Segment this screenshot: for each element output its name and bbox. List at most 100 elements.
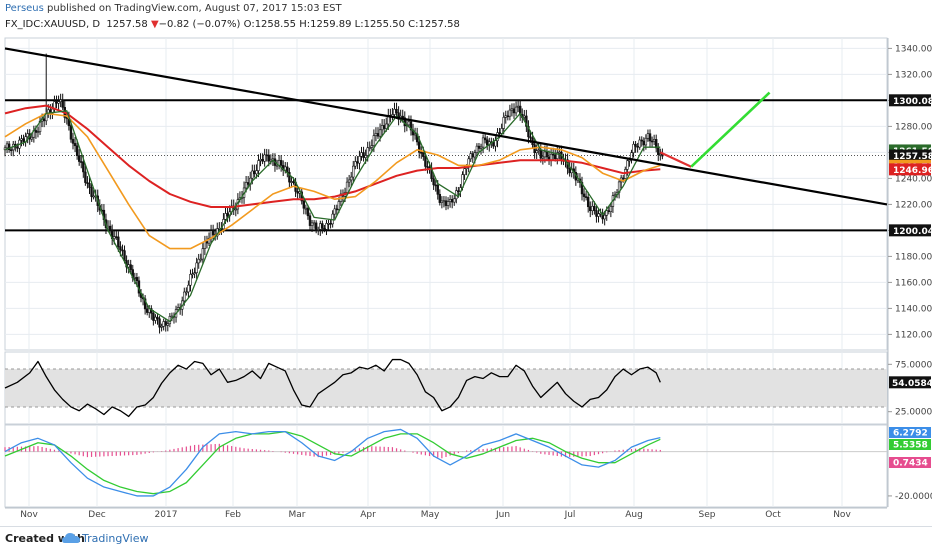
candle-body bbox=[376, 133, 380, 137]
candle-body bbox=[413, 133, 417, 136]
candle-body bbox=[57, 101, 60, 104]
candle-body bbox=[436, 184, 439, 195]
descending-trendline bbox=[4, 47, 888, 206]
candle-body bbox=[508, 109, 512, 117]
candle-body bbox=[253, 170, 256, 175]
candle-body bbox=[638, 139, 641, 148]
candle-body bbox=[607, 210, 610, 212]
y-tick-label: 1340.00 bbox=[895, 44, 932, 54]
x-tick-label: Jun bbox=[495, 510, 510, 520]
candle-body bbox=[290, 181, 293, 183]
candle-body bbox=[207, 238, 211, 244]
candle-body bbox=[34, 130, 38, 133]
candle-body bbox=[471, 153, 474, 158]
candle-body bbox=[127, 264, 130, 268]
candle-body bbox=[296, 191, 299, 194]
candle-body bbox=[117, 236, 120, 247]
macd-label-box bbox=[889, 439, 931, 450]
candle-body bbox=[135, 277, 139, 282]
x-tick-label: Aug bbox=[625, 510, 643, 520]
candle-body bbox=[197, 258, 200, 264]
candle-body bbox=[263, 154, 266, 162]
x-tick-label: 2017 bbox=[155, 510, 178, 520]
tradingview-cloud-icon[interactable] bbox=[62, 531, 80, 545]
candle-body bbox=[331, 213, 334, 225]
candle-body bbox=[469, 153, 472, 160]
candle-body bbox=[360, 152, 363, 157]
candle-body bbox=[589, 206, 592, 212]
candle-body bbox=[584, 196, 588, 198]
candle-body bbox=[84, 171, 87, 183]
y-tick-label: 1140.00 bbox=[895, 304, 932, 314]
trading-chart[interactable]: Nov Dec 2017 Feb Mar Apr May Jun Jul Aug Sep Oct Nov… bbox=[0, 0, 932, 526]
candle-body bbox=[199, 258, 202, 261]
candle-body bbox=[265, 154, 268, 157]
x-tick-label: May bbox=[421, 510, 440, 520]
candle-body bbox=[593, 205, 596, 211]
price-label-text: 1300.08 bbox=[893, 97, 932, 107]
x-tick-label: Oct bbox=[765, 510, 781, 520]
candle-body bbox=[251, 170, 254, 179]
candle-body bbox=[22, 138, 25, 143]
candle-body bbox=[329, 223, 332, 225]
candle-body bbox=[75, 145, 79, 156]
candle-body bbox=[636, 146, 639, 148]
last-price: 1257.58 bbox=[106, 19, 148, 30]
candle-body bbox=[304, 207, 308, 210]
candle-body bbox=[69, 125, 73, 140]
candle-body bbox=[479, 146, 483, 149]
candle-body bbox=[640, 139, 643, 142]
candle-body bbox=[16, 146, 19, 149]
x-tick-label: Sep bbox=[699, 510, 716, 520]
candle-body bbox=[502, 117, 505, 129]
candle-body bbox=[119, 246, 122, 251]
candle-body bbox=[554, 154, 557, 159]
candle-body bbox=[444, 200, 448, 206]
author-name[interactable]: Perseus bbox=[5, 3, 44, 14]
candle-body bbox=[603, 214, 606, 220]
candle-body bbox=[145, 308, 149, 313]
candle-body bbox=[246, 182, 250, 185]
candle-body bbox=[234, 208, 238, 211]
candle-body bbox=[475, 145, 479, 153]
candle-body bbox=[595, 210, 598, 217]
candle-body bbox=[123, 250, 126, 261]
x-tick-label: Nov bbox=[20, 510, 38, 520]
candle-body bbox=[506, 115, 510, 118]
price-change: −0.82 (−0.07%) bbox=[158, 19, 241, 30]
candle-body bbox=[255, 170, 258, 175]
price-label-box bbox=[889, 224, 931, 237]
candle-body bbox=[358, 156, 361, 164]
candle-body bbox=[483, 137, 487, 141]
candle-body bbox=[366, 147, 369, 156]
candle-body bbox=[418, 141, 421, 153]
candle-body bbox=[609, 206, 613, 212]
tradingview-brand[interactable]: TradingView bbox=[82, 532, 149, 545]
candle-body bbox=[372, 135, 376, 146]
candle-body bbox=[535, 150, 538, 154]
candle-body bbox=[92, 195, 95, 198]
candle-body bbox=[650, 140, 654, 143]
macd-label-box bbox=[889, 427, 931, 438]
macd-signal-line bbox=[4, 430, 661, 495]
candle-body bbox=[312, 222, 316, 225]
price-label-text: 1200.04 bbox=[893, 227, 932, 237]
candle-body bbox=[434, 184, 437, 187]
candle-body bbox=[314, 222, 318, 231]
candle-body bbox=[90, 187, 93, 197]
candle-body bbox=[345, 181, 349, 193]
x-tick-label: Dec bbox=[88, 510, 105, 520]
candle-body bbox=[514, 106, 518, 114]
candle-body bbox=[356, 161, 359, 164]
candle-body bbox=[380, 125, 384, 131]
candle-body bbox=[632, 143, 635, 153]
candle-body bbox=[582, 193, 586, 197]
candle-body bbox=[347, 179, 351, 183]
rsi-band bbox=[5, 369, 887, 407]
candle-body bbox=[86, 182, 89, 184]
x-tick-label: Apr bbox=[360, 510, 376, 520]
candle-body bbox=[654, 139, 658, 149]
candle-body bbox=[448, 198, 452, 202]
candle-body bbox=[55, 101, 58, 104]
red-projection-line bbox=[659, 151, 692, 168]
